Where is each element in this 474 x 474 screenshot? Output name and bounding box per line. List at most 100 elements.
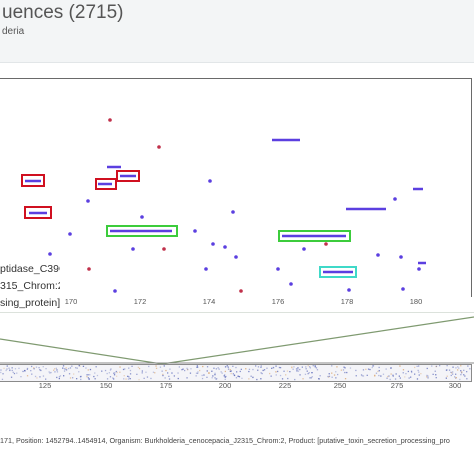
density-mark — [372, 365, 375, 367]
density-mark — [305, 366, 307, 368]
density-mark — [439, 365, 441, 367]
density-mark — [308, 372, 310, 374]
density-mark — [227, 368, 230, 370]
density-mark — [127, 378, 130, 380]
density-mark — [2, 373, 4, 375]
density-mark — [457, 369, 459, 371]
density-mark — [344, 378, 347, 380]
density-mark — [141, 370, 143, 372]
density-mark — [5, 369, 7, 372]
density-mark — [72, 377, 74, 379]
density-mark — [328, 373, 330, 375]
density-mark — [226, 365, 228, 367]
density-mark — [271, 367, 273, 369]
density-mark — [230, 372, 232, 375]
density-mark — [333, 374, 336, 376]
density-mark — [297, 370, 300, 372]
density-mark — [24, 369, 26, 372]
density-mark — [112, 377, 114, 379]
feature-dot — [401, 287, 405, 291]
feature-dot — [131, 247, 135, 251]
genome-track-panel[interactable] — [0, 78, 472, 297]
density-mark — [378, 366, 380, 369]
feature-dot — [302, 247, 306, 251]
feature-dot — [87, 267, 91, 271]
density-mark — [340, 369, 342, 371]
density-mark — [466, 378, 468, 380]
density-mark — [452, 366, 454, 368]
density-mark — [80, 378, 82, 381]
density-mark — [232, 365, 234, 367]
density-mark — [452, 371, 454, 373]
density-mark — [238, 376, 241, 378]
density-mark — [101, 370, 103, 372]
density-mark — [119, 366, 121, 368]
density-mark — [223, 375, 225, 377]
density-mark — [273, 367, 275, 369]
density-mark — [405, 373, 407, 375]
density-mark — [450, 374, 452, 377]
density-mark — [229, 370, 231, 372]
density-mark — [86, 376, 88, 378]
density-mark — [109, 369, 112, 371]
density-mark — [235, 366, 237, 369]
density-mark — [64, 368, 66, 370]
density-mark — [67, 367, 70, 370]
density-mark — [169, 368, 171, 370]
density-mark — [279, 367, 282, 369]
feature-track[interactable] — [0, 79, 471, 297]
density-mark — [446, 375, 448, 377]
density-mark — [104, 369, 107, 372]
density-track[interactable] — [0, 364, 472, 382]
density-mark — [199, 369, 201, 372]
density-mark — [109, 376, 112, 378]
density-mark — [414, 373, 416, 375]
density-mark — [294, 378, 296, 381]
density-mark — [272, 366, 274, 369]
density-mark — [262, 369, 264, 372]
status-bar: 171, Position: 1452794..1454914, Organis… — [0, 436, 450, 445]
density-mark — [171, 372, 173, 374]
density-mark — [196, 366, 198, 368]
feature-dot — [234, 255, 238, 259]
density-mark — [11, 369, 13, 372]
density-mark — [281, 378, 284, 380]
density-mark — [113, 372, 115, 374]
density-mark — [87, 377, 89, 379]
density-mark — [392, 374, 394, 376]
header: uences (2715) deria — [0, 0, 474, 62]
axis-tick-label: 170 — [64, 297, 78, 306]
density-mark — [287, 377, 289, 380]
overview-graph — [0, 311, 474, 365]
feature-dot — [48, 252, 52, 256]
density-mark — [214, 377, 216, 379]
density-mark — [291, 366, 293, 368]
density-mark — [58, 376, 61, 378]
density-mark — [464, 375, 466, 377]
density-mark — [460, 370, 462, 372]
density-mark — [214, 372, 216, 374]
density-mark — [305, 368, 307, 370]
axis-tick-label: 250 — [333, 381, 347, 390]
density-mark — [304, 373, 307, 375]
density-mark — [78, 365, 80, 367]
feature-dot — [140, 215, 144, 219]
overview-track[interactable] — [0, 311, 474, 365]
feature-dot — [376, 253, 380, 257]
density-mark — [86, 374, 88, 376]
density-mark — [355, 375, 357, 377]
density-mark — [240, 368, 242, 370]
density-mark — [349, 367, 352, 369]
density-mark — [82, 365, 85, 367]
density-mark — [299, 368, 301, 371]
density-mark — [296, 370, 298, 372]
density-mark — [467, 365, 469, 367]
density-mark — [225, 375, 227, 378]
density-mark — [236, 371, 238, 373]
density-marks — [0, 365, 471, 381]
highlight-box-red — [116, 170, 140, 182]
density-mark — [457, 369, 459, 371]
density-mark — [95, 366, 97, 368]
density-mark — [402, 369, 405, 371]
density-mark — [299, 374, 301, 376]
